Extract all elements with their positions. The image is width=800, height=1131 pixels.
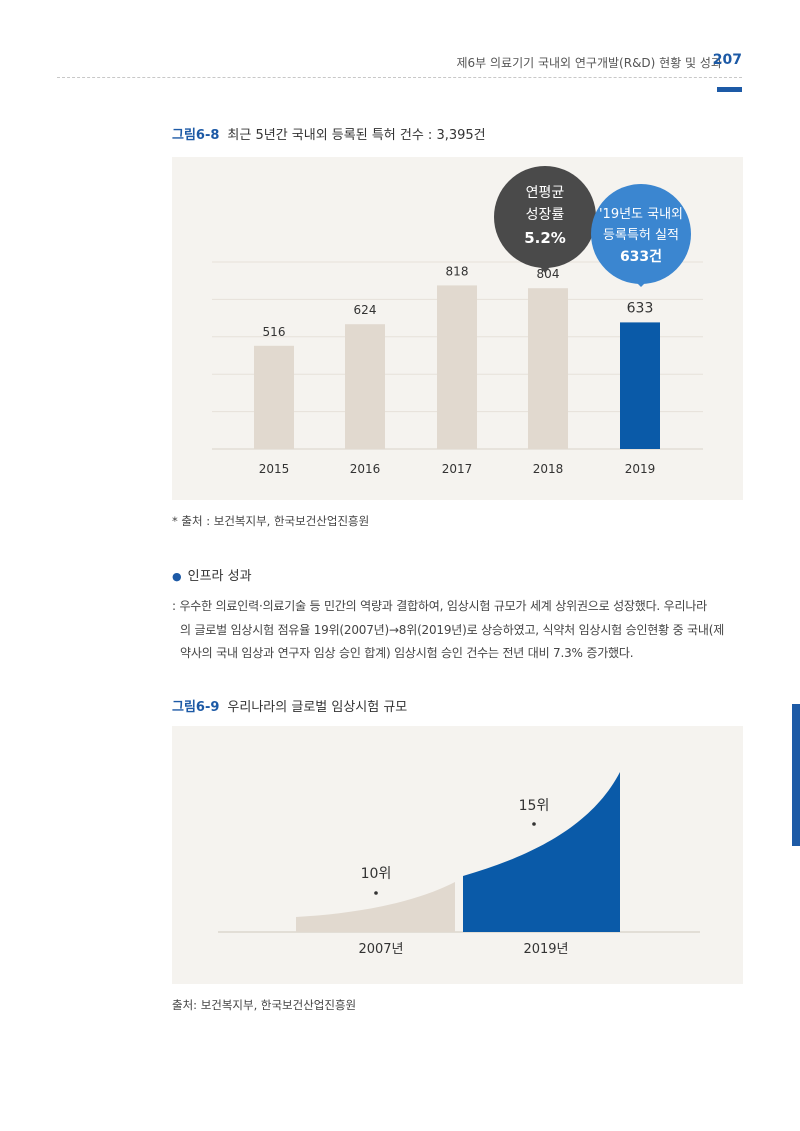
avg-growth-bubble: 연평균 성장률 5.2%	[494, 166, 596, 273]
avg-growth-line2: 성장률	[526, 207, 565, 223]
figure1-panel: 516 2015 624 2016 818 2017 804 2018 633 2019 연평균 …	[172, 157, 743, 500]
figure1-caption: 최근 5년간 국내외 등록된 특허 건수 : 3,395건	[227, 128, 486, 143]
bar-2017	[437, 285, 477, 449]
page-number: 207	[712, 52, 742, 68]
ranking-area-chart: 10위 15위 2007년 2019년	[218, 772, 700, 957]
figure1-title: 그림6-8 최근 5년간 국내외 등록된 특허 건수 : 3,395건	[172, 124, 486, 143]
figure2-source: 출처: 보건복지부, 한국보건산업진흥원	[172, 998, 357, 1012]
bar-value-label: 633	[627, 300, 654, 316]
patent-record-line1: '19년도 국내외	[599, 207, 683, 222]
side-chapter-tab	[792, 704, 800, 846]
bar-category-label: 2016	[350, 462, 381, 476]
bar-chart-marks: 516 2015 624 2016 818 2017 804 2018 633 2019	[254, 264, 660, 476]
bar-2015	[254, 345, 294, 449]
year-label-2007: 2007년	[358, 942, 403, 957]
bar-category-label: 2015	[259, 462, 290, 476]
bullet-label: 인프라 성과	[187, 569, 252, 584]
bar-category-label: 2017	[442, 462, 473, 476]
bar-value-label: 804	[537, 267, 560, 281]
paragraph-line-2: 의 글로벌 임상시험 점유율 19위(2007년)→8위(2019년)로 상승하…	[180, 622, 725, 637]
figure1-number: 그림6-8	[172, 128, 220, 143]
running-header: 제6부 의료기기 국내외 연구개발(R&D) 현황 및 성과	[456, 56, 722, 70]
rank-label-2007: 10위	[361, 866, 392, 882]
bar-value-label: 818	[446, 264, 469, 278]
header-divider	[57, 77, 742, 78]
figure1-source: * 출처 : 보건복지부, 한국보건산업진흥원	[172, 514, 370, 528]
bar-chart: 516 2015 624 2016 818 2017 804 2018 633 2019 연평균 …	[212, 166, 703, 476]
bullet-dot-icon: ●	[172, 570, 182, 583]
paragraph-line-3: 약사의 국내 임상과 연구자 임상 승인 합계) 임상시험 승인 건수는 전년 …	[180, 646, 634, 660]
rank-dot-2007	[374, 891, 378, 895]
area-2007	[296, 882, 455, 932]
patent-record-line2: 등록특허 실적	[603, 228, 679, 243]
paragraph-line-1: : 우수한 의료인력·의료기술 등 민간의 역량과 결합하여, 임상시험 규모가…	[172, 599, 708, 613]
bar-category-label: 2019	[625, 462, 656, 476]
header-accent-bar	[717, 87, 742, 92]
body-paragraph: : 우수한 의료인력·의료기술 등 민간의 역량과 결합하여, 임상시험 규모가…	[172, 595, 744, 666]
patent-record-value: 633건	[620, 248, 662, 265]
bar-2016	[345, 324, 385, 449]
year-label-2019: 2019년	[523, 942, 568, 957]
bar-2018	[528, 288, 568, 449]
area-2019	[463, 772, 620, 932]
bar-value-label: 516	[263, 325, 286, 339]
bar-category-label: 2018	[533, 462, 564, 476]
figure2-panel: 10위 15위 2007년 2019년	[172, 726, 743, 984]
bar-2019	[620, 322, 660, 449]
bar-value-label: 624	[354, 303, 377, 317]
avg-growth-line1: 연평균	[526, 185, 565, 201]
bullet-heading: ● 인프라 성과	[172, 565, 252, 584]
rank-label-2019: 15위	[519, 798, 550, 814]
avg-growth-value: 5.2%	[524, 229, 566, 247]
rank-dot-2019	[532, 822, 536, 826]
figure2-number: 그림6-9	[172, 700, 220, 715]
figure2-title: 그림6-9 우리나라의 글로벌 임상시험 규모	[172, 696, 407, 715]
patent-record-bubble: '19년도 국내외 등록특허 실적 633건	[591, 184, 691, 287]
figure2-caption: 우리나라의 글로벌 임상시험 규모	[227, 700, 408, 715]
